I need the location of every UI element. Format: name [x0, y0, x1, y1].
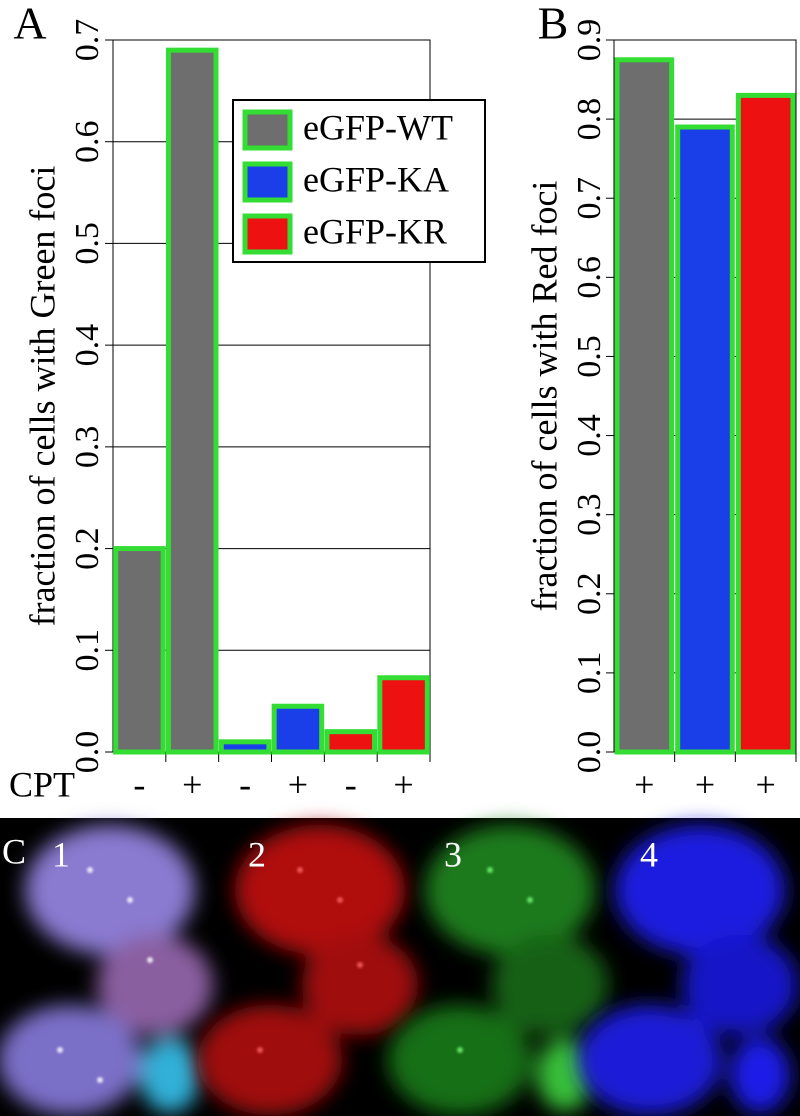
legend-swatch	[242, 161, 293, 203]
image-label: 2	[248, 834, 266, 874]
image-label: 1	[52, 834, 70, 874]
image-3	[388, 825, 608, 1115]
x-tick-label: +	[695, 764, 715, 804]
y-axis-label: fraction of cells with Green foci	[22, 166, 62, 627]
legend-swatch	[242, 109, 293, 151]
image-4	[578, 825, 798, 1115]
y-tick-label: 0.1	[69, 629, 106, 672]
legend-label: eGFP-WT	[303, 107, 453, 147]
bar	[614, 57, 675, 755]
panel-label: B	[538, 0, 569, 49]
y-tick-label: 0.4	[69, 324, 106, 367]
y-tick-label: 0.5	[69, 222, 106, 265]
y-tick-label: 0.4	[571, 414, 608, 457]
y-tick-label: 0.9	[571, 19, 608, 62]
y-tick-label: 0.1	[571, 652, 608, 695]
bar	[377, 675, 430, 755]
image-2	[198, 825, 418, 1115]
panel-label: A	[13, 0, 46, 49]
bar	[735, 92, 796, 755]
panel-label: C	[2, 831, 26, 871]
y-tick-label: 0.6	[571, 256, 608, 299]
image-label: 3	[444, 834, 462, 874]
bar	[113, 546, 166, 755]
legend-label: eGFP-KA	[303, 159, 449, 199]
foci	[57, 867, 533, 1083]
y-tick-label: 0.3	[571, 493, 608, 536]
y-tick-label: 0.6	[69, 120, 106, 163]
y-tick-label: 0.0	[69, 731, 106, 774]
image-1	[0, 825, 213, 1115]
y-tick-label: 0.7	[69, 19, 106, 62]
y-tick-label: 0.3	[69, 426, 106, 469]
y-tick-label: 0.0	[571, 731, 608, 774]
x-tick-label: +	[756, 764, 776, 804]
legend-swatch	[242, 213, 293, 255]
x-tick-label: +	[393, 764, 413, 804]
y-tick-label: 0.2	[69, 527, 106, 570]
bar	[324, 729, 378, 755]
image-label: 4	[640, 834, 658, 874]
y-tick-label: 0.7	[571, 177, 608, 220]
legend-label: eGFP-KR	[303, 211, 447, 251]
x-tick-label: -	[133, 764, 145, 804]
x-tick-label: +	[288, 764, 308, 804]
bar	[271, 703, 325, 755]
bar	[675, 124, 735, 755]
y-tick-label: 0.5	[571, 335, 608, 378]
bar	[218, 739, 272, 755]
x-tick-label: -	[239, 764, 251, 804]
bar	[165, 47, 219, 755]
x-axis-label: CPT	[9, 764, 75, 804]
legend: eGFP-WT eGFP-KA eGFP-KR	[232, 99, 486, 263]
y-axis-label: fraction of cells with Red foci	[524, 181, 564, 612]
x-tick-label: +	[634, 764, 654, 804]
x-tick-label: +	[182, 764, 202, 804]
y-tick-label: 0.8	[571, 98, 608, 141]
x-tick-label: -	[345, 764, 357, 804]
y-tick-label: 0.2	[571, 573, 608, 616]
